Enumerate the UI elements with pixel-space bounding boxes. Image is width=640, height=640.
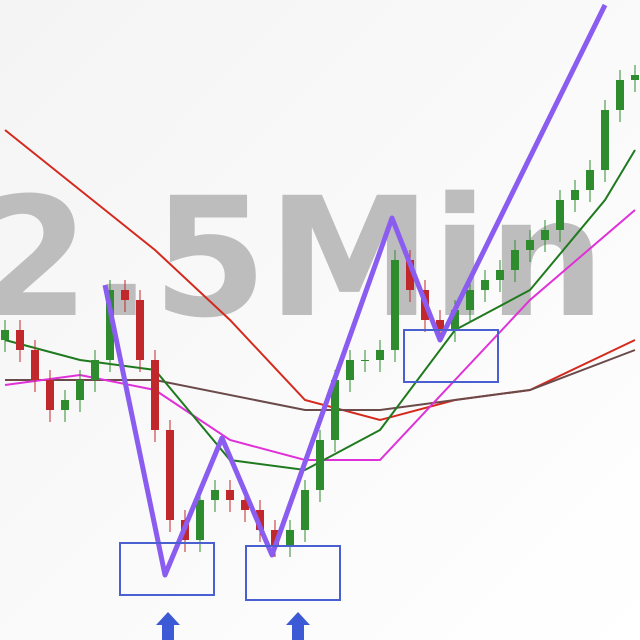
candle-body xyxy=(106,290,114,360)
candle-body xyxy=(31,350,39,380)
zigzag xyxy=(102,3,608,578)
candle-body xyxy=(196,500,204,540)
candle-body xyxy=(211,490,219,500)
plot xyxy=(1,65,639,557)
candle-body xyxy=(76,380,84,400)
candle-body xyxy=(91,360,99,380)
candle-body xyxy=(391,260,399,350)
arrow xyxy=(286,612,310,640)
candle-body xyxy=(376,350,384,360)
candle-body xyxy=(226,490,234,500)
candle-body xyxy=(1,330,9,340)
candle-body xyxy=(121,290,129,300)
candle-body xyxy=(436,320,444,330)
candle-body xyxy=(571,190,579,200)
candle-body xyxy=(301,490,309,530)
candle-body xyxy=(256,510,264,530)
candle-body xyxy=(601,110,609,170)
candle-body xyxy=(151,360,159,430)
highlight-box xyxy=(403,329,499,383)
candle-body xyxy=(166,430,174,520)
candle-body xyxy=(406,260,414,290)
candle-body xyxy=(331,380,339,440)
candle-body xyxy=(496,270,504,280)
candle-body xyxy=(511,250,519,270)
candle-body xyxy=(466,290,474,310)
moving-average xyxy=(4,149,636,472)
candle-body xyxy=(316,440,324,490)
candle-body xyxy=(16,330,24,350)
highlight-box xyxy=(245,545,341,601)
candle-body xyxy=(616,80,624,110)
candle-body xyxy=(451,310,459,330)
candle-body xyxy=(61,400,69,410)
highlight-box xyxy=(119,542,215,596)
candle-body xyxy=(631,75,639,80)
candle-body xyxy=(586,170,594,190)
candle-body xyxy=(361,360,369,361)
candle-body xyxy=(346,360,354,380)
candle-body xyxy=(541,230,549,240)
candle-body xyxy=(241,500,249,510)
watermark: 2.5Min xyxy=(0,162,606,354)
candle-body xyxy=(286,530,294,545)
candle-body xyxy=(271,530,279,545)
candle-body xyxy=(46,380,54,410)
candle-body xyxy=(556,200,564,230)
candle-body xyxy=(481,280,489,290)
candle-body xyxy=(526,240,534,250)
candle-body xyxy=(136,300,144,360)
arrow xyxy=(156,612,180,640)
